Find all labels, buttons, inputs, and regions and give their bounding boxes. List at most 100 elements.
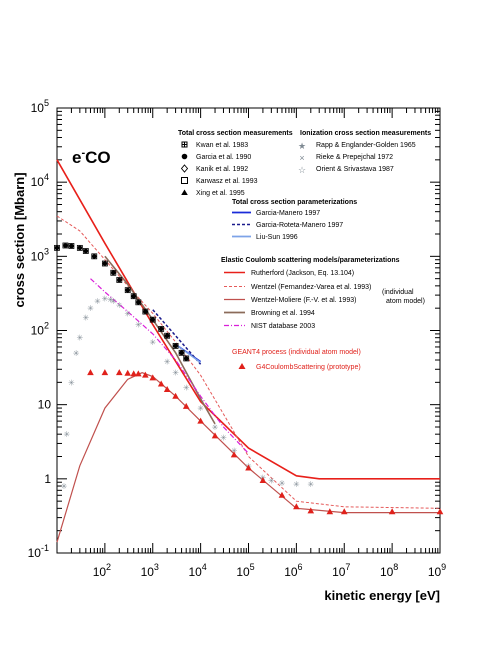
data-point-total [164, 333, 170, 339]
data-point-total [116, 277, 123, 283]
y-tick-label: 104 [31, 172, 49, 189]
legend-geant4: GEANT4 process (individual atom model) G… [232, 349, 361, 371]
data-point-total [63, 243, 68, 248]
data-point-g4 [182, 402, 190, 409]
data-point-total [77, 245, 83, 251]
data-point-g4 [197, 417, 204, 424]
data-point-total [183, 355, 190, 362]
legend-entry: Browning et al. 1994 [251, 310, 315, 317]
legend-marker-rapp: ★ [298, 141, 306, 151]
series-1-line [56, 215, 441, 509]
legend-ionization-measurements: Ionization cross section measurements ★ … [298, 130, 431, 175]
legend-heading: GEANT4 process (individual atom model) [232, 349, 361, 356]
data-point-total [110, 269, 117, 276]
data-point-total [124, 287, 131, 294]
x-tick-label: 105 [236, 562, 254, 579]
data-point-ionization: ✳ [307, 480, 314, 489]
data-point-ionization: ✳ [116, 301, 123, 310]
data-point-total [158, 326, 164, 332]
data-point-ionization: ✳ [87, 304, 94, 313]
legend-heading: Total cross section parameterizations [232, 199, 357, 206]
data-point-g4 [340, 508, 348, 515]
data-point-ionization: ✳ [231, 447, 238, 456]
data-point-total [183, 356, 189, 361]
y-tick-label: 102 [31, 321, 49, 338]
x-tick-label: 108 [380, 562, 398, 579]
data-point-g4 [124, 369, 132, 376]
legend-entry: Garcia-Manero 1997 [256, 210, 320, 217]
chart-title-rest: CO [85, 148, 111, 167]
legend-marker-karwasz [181, 177, 188, 184]
data-point-total [62, 242, 69, 249]
legend-entry: Karwasz et al. 1993 [196, 178, 258, 185]
data-point-g4 [278, 491, 286, 498]
data-point-total [91, 254, 97, 259]
x-tick-label: 103 [141, 562, 159, 579]
data-point-g4 [172, 392, 179, 399]
data-point-ionization: ✳ [107, 296, 114, 305]
legend-heading: Ionization cross section measurements [300, 130, 431, 137]
data-point-total [82, 248, 89, 254]
data-point-ionization: ✳ [172, 369, 179, 378]
data-point-total [142, 308, 149, 315]
data-point-g4 [388, 508, 396, 515]
legend-entry: Kanik et al. 1992 [196, 166, 248, 173]
legend-marker-xing [181, 189, 188, 195]
data-point-total [68, 243, 75, 249]
data-point-ionization: ✳ [197, 404, 204, 413]
legend-entry: Wentzel-Moliere (F.-V. et al. 1993) [251, 297, 356, 304]
data-point-ionization: ✳ [212, 423, 219, 432]
legend-marker-rieke: × [299, 153, 304, 163]
data-point-total [136, 300, 141, 305]
data-point-g4 [87, 369, 94, 376]
data-point-ionization: ✳ [124, 309, 131, 318]
data-point-ionization: ✳ [110, 297, 117, 306]
data-point-g4 [293, 503, 300, 510]
data-point-total [54, 244, 60, 251]
legend-marker-orient: ☆ [298, 165, 306, 175]
data-point-total [179, 350, 184, 356]
legend-entry: Wentzel (Fernandez-Varea et al. 1993) [251, 284, 371, 291]
chart-title-main: e [72, 148, 81, 167]
x-tick-label: 106 [284, 562, 302, 579]
data-point-total [149, 316, 156, 323]
data-point-ionization: ✳ [73, 349, 80, 358]
x-tick-label: 109 [428, 562, 446, 579]
data-point-g4 [149, 374, 157, 381]
legend-entry: Orient & Srivastava 1987 [316, 166, 394, 173]
data-point-ionization: ✳ [149, 338, 156, 347]
data-point-ionization: ✳ [183, 384, 190, 393]
data-point-total [173, 343, 178, 349]
data-point-g4 [135, 370, 142, 377]
data-point-total [69, 243, 74, 249]
data-point-g4 [101, 369, 109, 376]
data-point-g4 [230, 451, 238, 458]
data-point-ionization: ✳ [268, 476, 275, 485]
legend-parameterizations: Total cross section parameterizations Ga… [232, 199, 357, 241]
legend-heading: Elastic Coulomb scattering models/parame… [221, 257, 400, 264]
series-2-line [56, 372, 440, 543]
legend-marker-kwan [181, 141, 188, 148]
data-point-total [125, 287, 131, 293]
legend-marker-garcia [181, 153, 188, 160]
legend-entry: Xing et al. 1995 [196, 190, 245, 197]
y-axis-label: cross section [Mbarn] [12, 172, 27, 307]
legend-entry: Garcia-Roteta-Manero 1997 [256, 222, 343, 229]
legend-entry: Rapp & Englander-Golden 1965 [316, 142, 416, 149]
legend-entry: Kwan et al. 1983 [196, 142, 248, 149]
x-tick-label: 107 [332, 562, 350, 579]
data-point-ionization: ✳ [63, 430, 70, 439]
data-point-total [111, 270, 116, 276]
y-tick-label: 10 [38, 398, 52, 412]
data-point-total [83, 248, 89, 254]
series-6-line [152, 309, 202, 365]
chart-title: e-CO [72, 147, 111, 167]
data-point-g4 [307, 507, 315, 514]
data-point-g4 [163, 386, 171, 393]
legend-marker-g4 [238, 363, 246, 369]
data-point-ionization: ✳ [135, 321, 142, 330]
data-point-total [116, 277, 122, 283]
data-point-g4 [436, 508, 444, 515]
legend-entry: Rutherford (Jackson, Eq. 13.104) [251, 270, 354, 277]
